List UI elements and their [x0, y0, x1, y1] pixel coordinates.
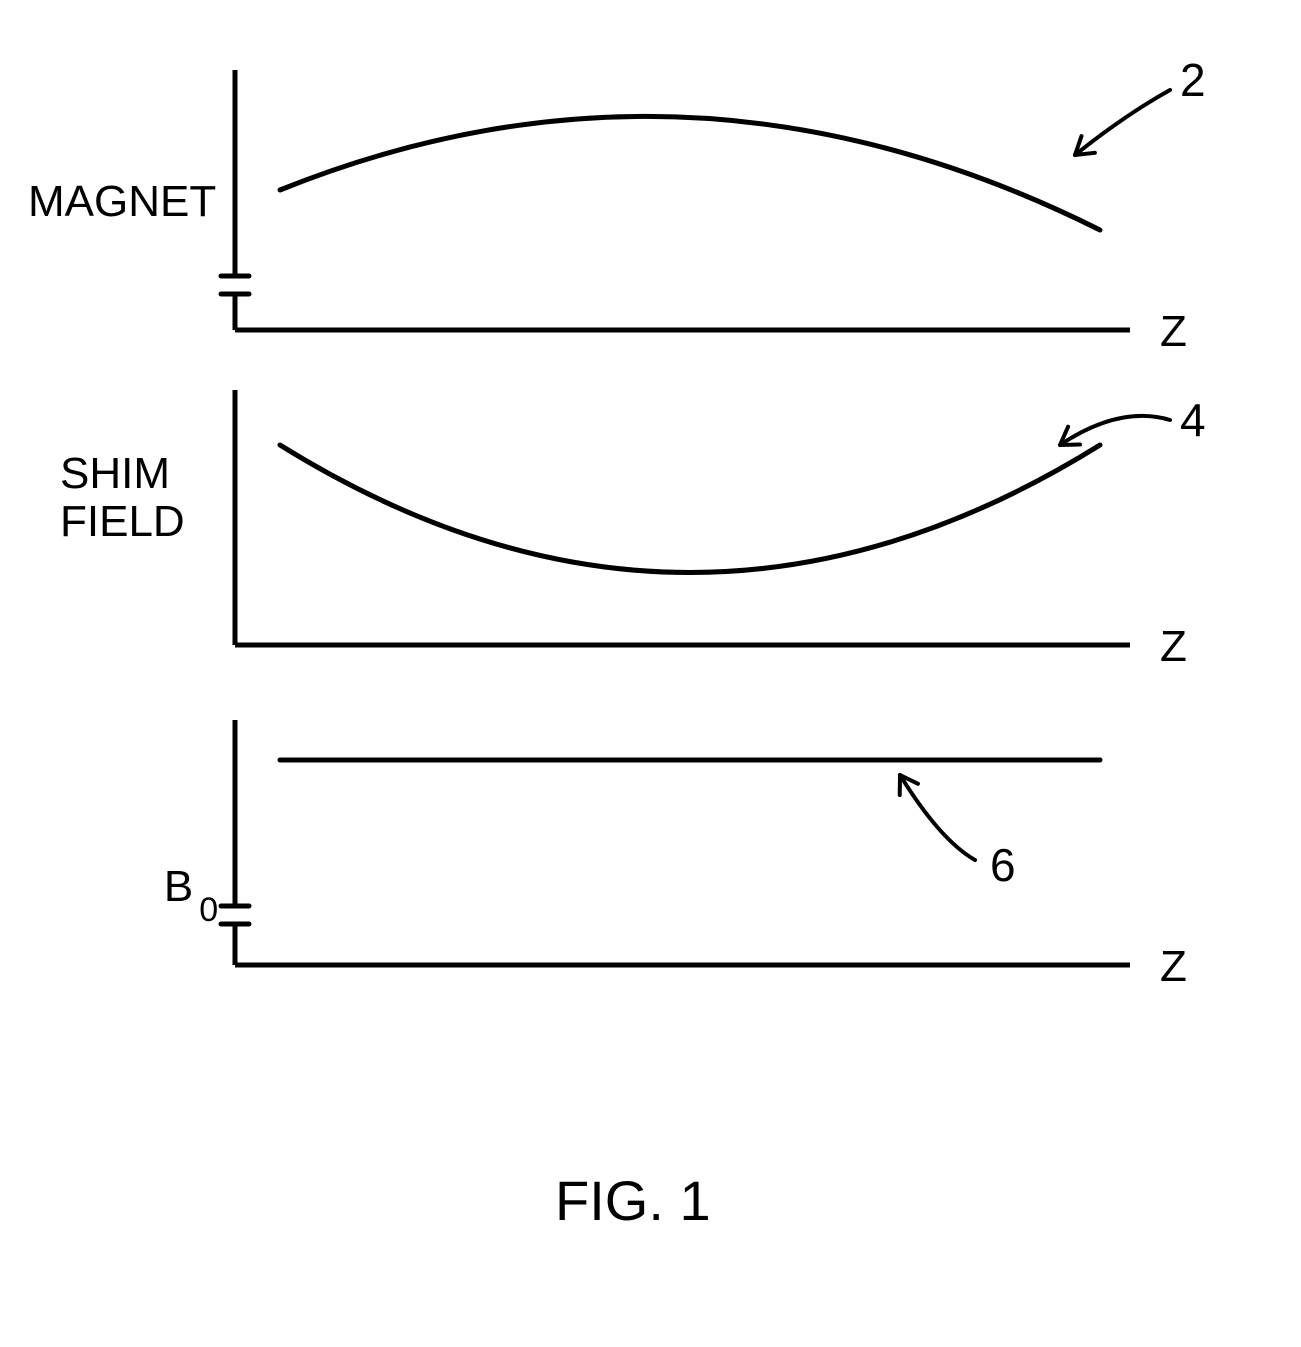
callout-2-number: 2 — [1180, 55, 1206, 106]
plot-shim-label: SHIM FIELD — [60, 450, 185, 547]
b0-letter: B — [164, 862, 193, 911]
plot-b0-label: B0 — [115, 815, 212, 968]
plot-b0-z-label: Z — [1160, 943, 1187, 991]
callout-4-number: 4 — [1180, 395, 1206, 446]
figure-container: MAGNET Z 2 SHIM FIELD Z 4 B0 Z 6 FIG. 1 — [0, 0, 1301, 1347]
plot-magnet-label: MAGNET — [28, 178, 216, 226]
plot-shim-z-label: Z — [1160, 623, 1187, 671]
callout-6-number: 6 — [990, 840, 1016, 891]
plot-magnet-z-label: Z — [1160, 308, 1187, 356]
b0-subscript: 0 — [199, 891, 218, 929]
figure-caption: FIG. 1 — [555, 1170, 711, 1232]
